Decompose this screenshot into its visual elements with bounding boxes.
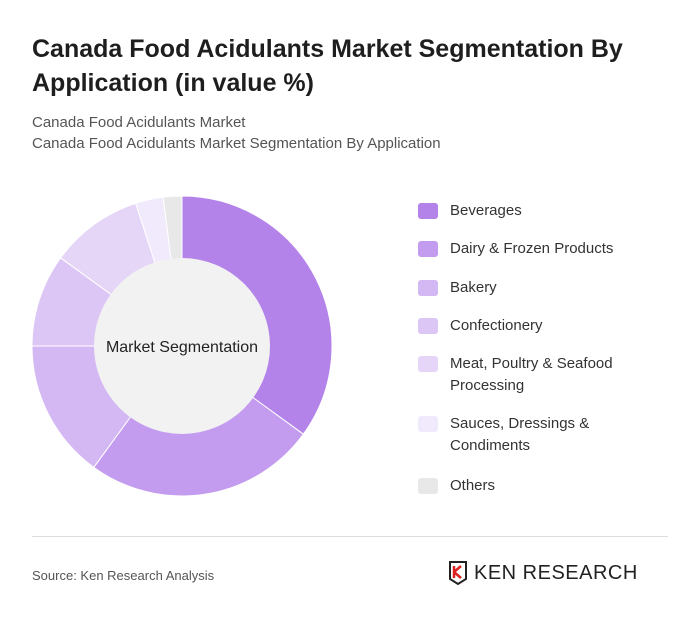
logo-text: KEN RESEARCH (474, 561, 638, 584)
donut-center (94, 258, 270, 434)
donut-chart: Market Segmentation (31, 195, 333, 497)
legend-label: Beverages (450, 202, 522, 219)
source-note: Source: Ken Research Analysis (32, 568, 215, 583)
legend-item: Others (418, 475, 650, 497)
subtitle-market: Canada Food Acidulants Market (32, 114, 246, 131)
legend-swatch (418, 478, 438, 494)
center-label: Market Segmentation (106, 339, 258, 356)
legend-label: Meat, Poultry & Seafood Processing (450, 355, 613, 394)
subtitle-segmentation: Canada Food Acidulants Market Segmentati… (32, 135, 441, 152)
legend-swatch (418, 416, 438, 432)
legend-item: Confectionery (418, 315, 650, 337)
legend-label: Dairy & Frozen Products (450, 240, 614, 257)
legend-swatch (418, 203, 438, 219)
legend-label: Bakery (450, 279, 497, 296)
legend-item: Dairy & Frozen Products (418, 238, 650, 260)
logo-icon (449, 561, 467, 585)
ken-research-logo: KEN RESEARCH (448, 561, 638, 585)
legend-item: Beverages (418, 200, 650, 222)
legend-swatch (418, 280, 438, 296)
legend-label: Others (450, 477, 496, 494)
legend-label: Confectionery (450, 317, 543, 334)
legend-item: Meat, Poultry & Seafood Processing (418, 353, 650, 397)
legend-item: Bakery (418, 277, 650, 299)
chart-title: Canada Food Acidulants Market Segmentati… (32, 35, 623, 97)
legend-item: Sauces, Dressings & Condiments (418, 413, 650, 457)
legend-label: Sauces, Dressings & Condiments (450, 415, 590, 454)
legend-swatch (418, 318, 438, 334)
legend-swatch (418, 241, 438, 257)
legend-swatch (418, 356, 438, 372)
divider (32, 536, 668, 537)
